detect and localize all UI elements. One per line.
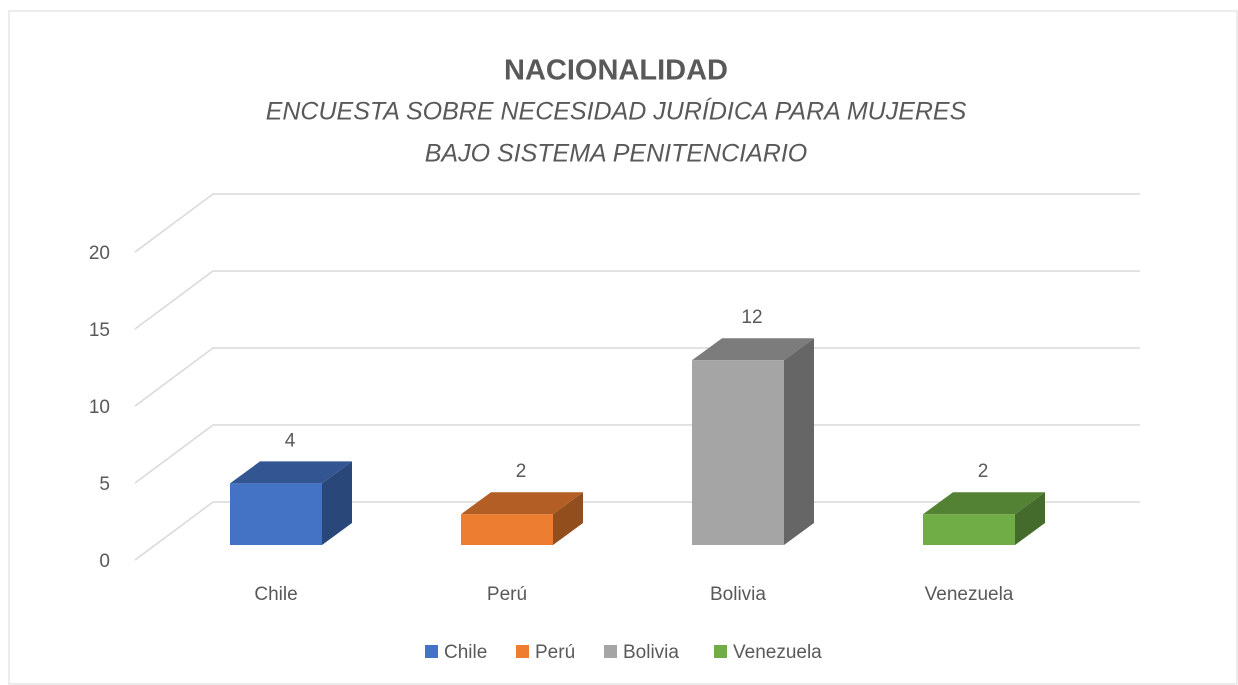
legend-label: Bolivia: [623, 642, 679, 663]
bar-top: [230, 461, 352, 484]
bar-side: [322, 461, 352, 545]
grid-line: [134, 501, 1140, 561]
x-tick-label: Bolivia: [710, 584, 766, 605]
bar-side: [553, 492, 583, 545]
y-tick-label: 10: [89, 397, 110, 418]
data-label: 2: [978, 461, 989, 482]
y-tick-label: 0: [99, 551, 110, 572]
chart-subtitle: BAJO SISTEMA PENITENCIARIO: [425, 140, 807, 168]
bar-top: [923, 492, 1045, 515]
y-tick-label: 15: [89, 320, 110, 341]
chart-subtitle: ENCUESTA SOBRE NECESIDAD JURÍDICA PARA M…: [266, 97, 967, 126]
x-tick-label: Venezuela: [925, 584, 1014, 605]
grid-line: [134, 424, 1140, 484]
legend-swatch: [516, 645, 529, 658]
bar: [692, 360, 784, 545]
x-tick-label: Chile: [254, 584, 297, 605]
legend-swatch: [714, 645, 727, 658]
data-label: 2: [516, 461, 527, 482]
bar-top: [692, 338, 814, 361]
bar: [230, 483, 322, 545]
data-label: 4: [285, 430, 296, 451]
y-tick-label: 5: [99, 474, 110, 495]
data-label: 12: [741, 307, 762, 328]
y-tick-label: 20: [89, 243, 110, 264]
legend-label: Venezuela: [733, 642, 822, 663]
legend-label: Chile: [444, 642, 487, 663]
legend-swatch: [604, 645, 617, 658]
bar-side: [784, 338, 814, 545]
bar-top: [461, 492, 583, 515]
x-tick-label: Perú: [487, 584, 527, 605]
grid-line: [134, 270, 1140, 330]
bar: [461, 514, 553, 545]
grid-line: [134, 193, 1140, 253]
legend-label: Perú: [535, 642, 575, 663]
bar-side: [1015, 492, 1045, 545]
legend-swatch: [425, 645, 438, 658]
grid-line: [134, 347, 1140, 407]
chart-title: NACIONALIDAD: [504, 55, 728, 87]
bar: [923, 514, 1015, 545]
